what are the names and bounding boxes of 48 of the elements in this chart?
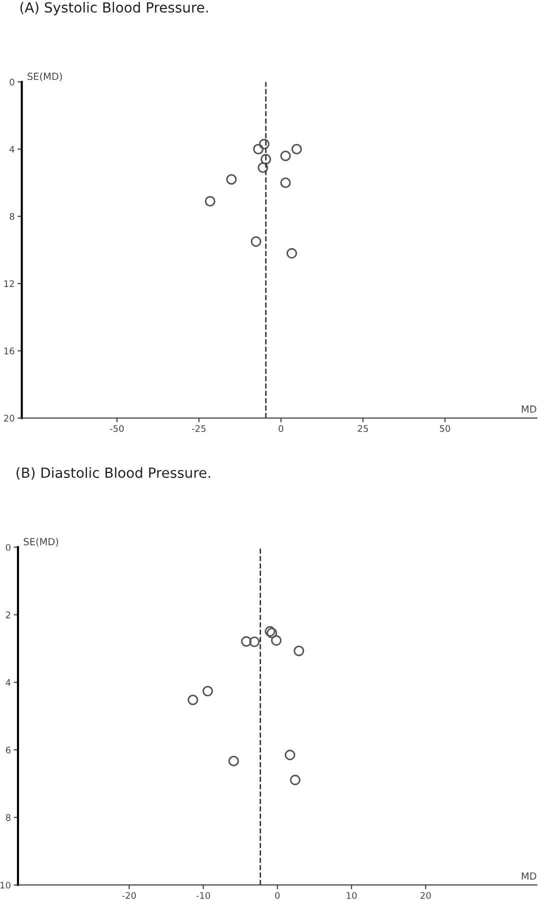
point — [204, 196, 216, 207]
point — [260, 154, 272, 164]
x-tick-label: 20 — [420, 892, 431, 899]
point — [249, 636, 260, 648]
point — [284, 750, 296, 760]
y-axis-title: SE(MD) — [28, 72, 62, 82]
point — [280, 177, 291, 188]
x-tick-label: 0 — [278, 425, 284, 432]
y-tick-label: 4 — [10, 146, 14, 153]
point — [271, 635, 282, 646]
point — [202, 686, 214, 696]
y-tick-label: 10 — [0, 882, 10, 889]
y-tick-label: 0 — [6, 544, 10, 551]
x-tick-label: -10 — [196, 892, 210, 899]
point — [291, 144, 302, 154]
x-tick-label: 25 — [358, 425, 368, 432]
point — [290, 774, 300, 786]
y-axis-title: SE(MD) — [24, 538, 58, 546]
x-axis-title: MD — [522, 406, 536, 413]
point — [294, 646, 304, 656]
point — [226, 174, 237, 185]
y-tick-label: 4 — [6, 679, 11, 686]
point — [253, 144, 264, 154]
x-axis-title: MD — [522, 872, 536, 880]
point — [188, 694, 198, 706]
y-tick-label: 2 — [6, 612, 10, 618]
chart-title: (A) Systolic Blood Pressure. — [20, 2, 208, 16]
x-tick-label: -50 — [110, 425, 124, 432]
y-tick-label: 6 — [6, 746, 10, 754]
y-tick-label: 8 — [6, 814, 10, 821]
point — [240, 636, 252, 647]
y-tick-label: 12 — [4, 280, 14, 288]
point — [250, 236, 262, 247]
x-tick-label: 0 — [275, 892, 280, 899]
chart-title: (B) Diastolic Blood Pressure. — [16, 467, 210, 480]
point — [258, 138, 270, 150]
y-tick-label: 8 — [10, 213, 14, 220]
y-tick-label: 0 — [10, 78, 14, 86]
x-tick-label: -20 — [122, 892, 136, 899]
point — [280, 150, 291, 162]
point — [258, 162, 268, 173]
point — [228, 756, 239, 766]
y-tick-label: 20 — [4, 414, 14, 422]
x-tick-label: -25 — [192, 425, 206, 432]
x-tick-label: 50 — [440, 425, 450, 432]
y-tick-label: 16 — [4, 348, 14, 354]
x-tick-label: 10 — [346, 892, 357, 899]
point — [286, 248, 298, 259]
